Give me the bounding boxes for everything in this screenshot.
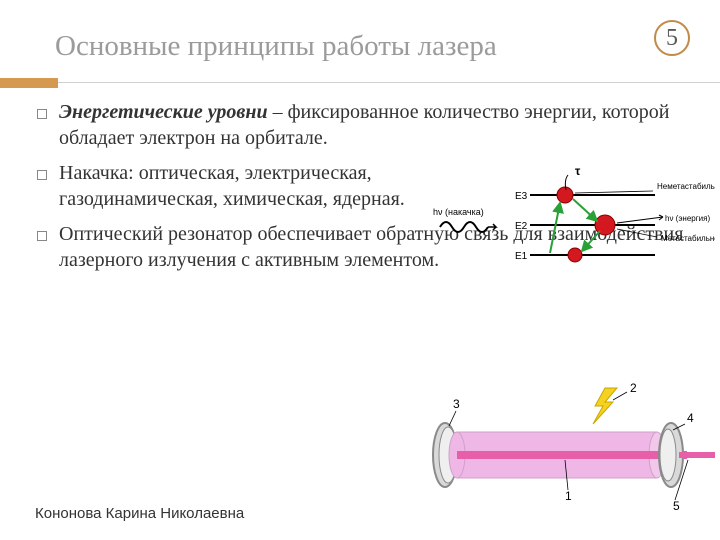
level-label: E1 bbox=[515, 251, 528, 262]
energy-levels-diagram: E1 E2 E3 hν (накачка) τ Неметастабильно … bbox=[425, 155, 715, 285]
accent-bar bbox=[0, 78, 58, 88]
bullet-item: Энергетические уровни – фиксированное ко… bbox=[35, 100, 685, 151]
level-label: E3 bbox=[515, 191, 528, 202]
bullet-term: Энергетические уровни bbox=[59, 101, 268, 123]
diagram-label: 3 bbox=[453, 397, 460, 411]
footer-author: Кононова Карина Николаевна bbox=[35, 505, 244, 522]
resonator-svg: 1 2 3 4 5 bbox=[415, 380, 715, 520]
slide-title: Основные принципы работы лазера bbox=[55, 30, 497, 63]
diagram-label: 5 bbox=[673, 499, 680, 513]
level-label: E2 bbox=[515, 221, 528, 232]
out-label: hν (энергия) bbox=[665, 214, 710, 223]
bullet-text: Накачка: оптическая, электрическая, газо… bbox=[59, 162, 405, 210]
tau-label: τ bbox=[575, 164, 581, 178]
pump-label: hν (накачка) bbox=[433, 207, 484, 217]
state-label: Метастабильно bbox=[661, 234, 715, 243]
resonator-diagram: 1 2 3 4 5 bbox=[415, 380, 715, 520]
state-label: Неметастабильно bbox=[657, 182, 715, 191]
bullet-item: Накачка: оптическая, электрическая, газо… bbox=[35, 161, 420, 212]
energy-levels-svg: E1 E2 E3 hν (накачка) τ Неметастабильно … bbox=[425, 155, 715, 285]
diagram-label: 1 bbox=[565, 489, 572, 503]
diagram-label: 2 bbox=[630, 381, 637, 395]
slide-number: 5 bbox=[666, 25, 678, 52]
divider-line bbox=[58, 82, 720, 83]
slide-number-badge: 5 bbox=[654, 20, 690, 56]
diagram-label: 4 bbox=[687, 411, 694, 425]
